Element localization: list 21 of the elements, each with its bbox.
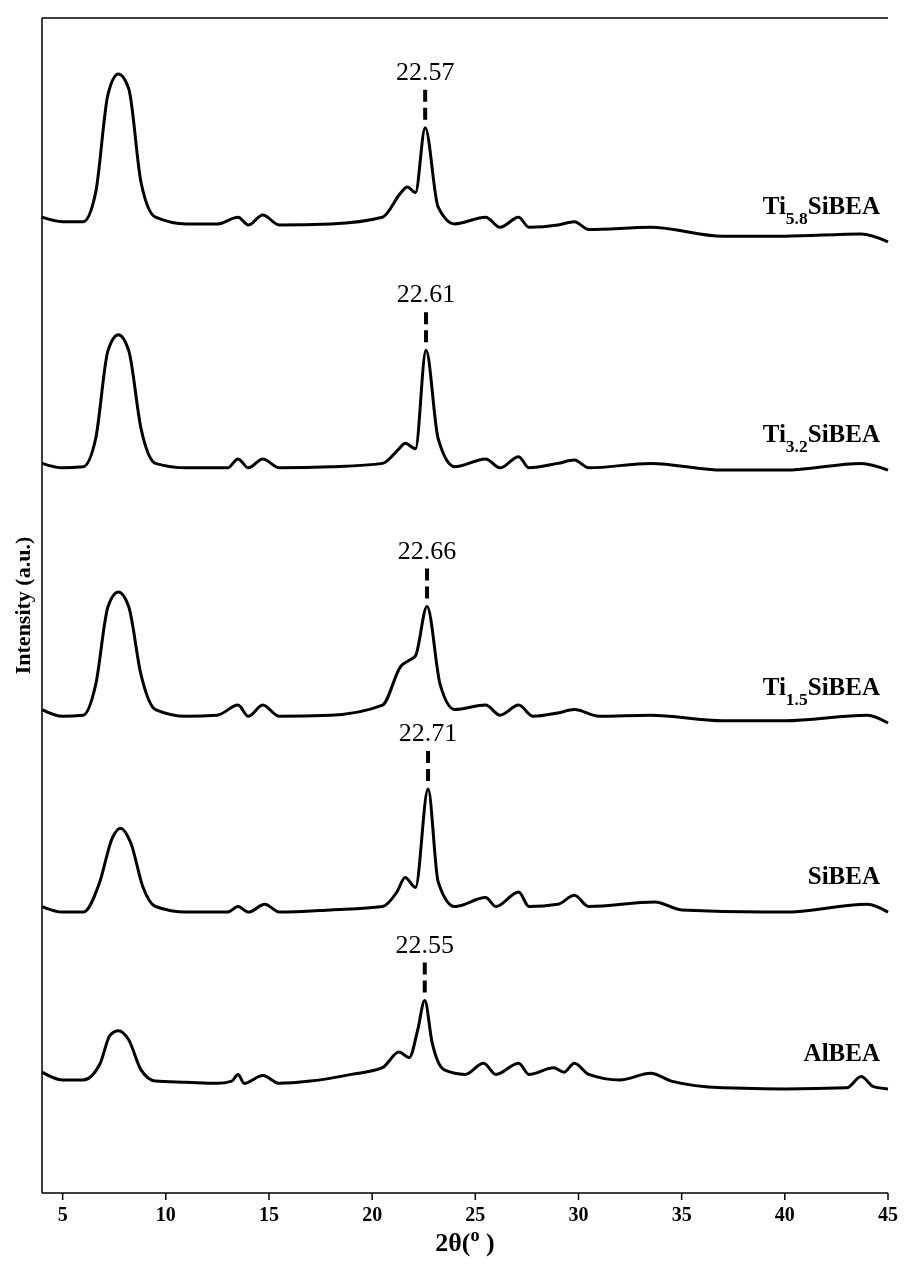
x-tick-label: 15 bbox=[258, 1203, 279, 1225]
series-label: Ti$_{3.2}$SiBEA bbox=[762, 420, 880, 457]
x-tick-label: 20 bbox=[362, 1203, 383, 1225]
y-axis-title: Intensity (a.u.) bbox=[10, 536, 35, 675]
annotation: 22.71 bbox=[398, 718, 458, 748]
x-tick-label: 35 bbox=[671, 1203, 692, 1225]
series-label: Ti$_{5.8}$SiBEA bbox=[762, 191, 880, 228]
series-label: SiBEA bbox=[807, 862, 880, 890]
x-tick-label: 30 bbox=[568, 1203, 589, 1225]
annotation: 22.66 bbox=[397, 535, 457, 565]
annotation: 22.55 bbox=[395, 929, 455, 959]
series-label: Ti$_{1.5}$SiBEA bbox=[762, 673, 880, 709]
x-tick-label: 10 bbox=[155, 1203, 176, 1225]
x-tick-label: 5 bbox=[57, 1203, 68, 1225]
x-tick-label: 45 bbox=[878, 1203, 898, 1225]
series-label: AlBEA bbox=[803, 1038, 880, 1066]
x-axis-title: 2θ($^{o}$ ) bbox=[435, 1225, 495, 1257]
x-tick-label: 40 bbox=[774, 1203, 795, 1225]
x-tick-label: 25 bbox=[465, 1203, 486, 1225]
annotation: 22.57 bbox=[395, 56, 455, 86]
annotation: 22.61 bbox=[396, 279, 456, 309]
